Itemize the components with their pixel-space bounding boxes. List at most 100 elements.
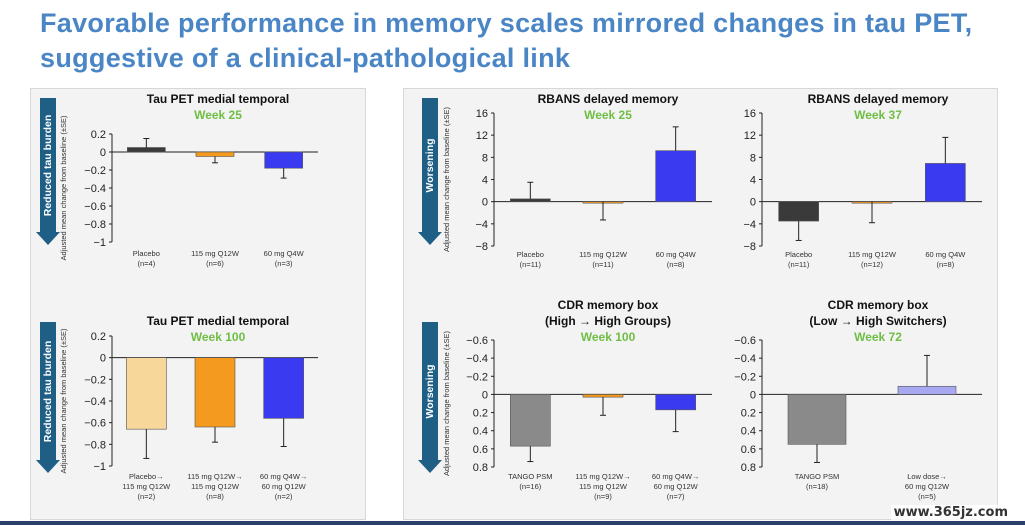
bar	[787, 394, 847, 445]
y-tick-label: 0.4	[741, 426, 756, 438]
y-tick-label: −0.2	[84, 165, 106, 177]
y-tick-label: 16	[744, 108, 756, 120]
y-tick-label: −0.4	[734, 353, 756, 365]
y-tick-label: 0	[100, 147, 106, 159]
chart-title: CDR memory box	[828, 298, 929, 312]
category-label: (n=4)	[137, 259, 155, 268]
y-tick-label: 4	[750, 175, 756, 187]
chart-title: Tau PET medial temporal	[147, 314, 289, 328]
category-label: Placebo	[517, 250, 544, 259]
category-label: 60 mg Q4W→	[260, 472, 308, 481]
y-tick-label: 0	[750, 389, 756, 401]
y-axis-label: Adjusted mean change from baseline (±SE)	[442, 106, 451, 252]
category-label: 60 mg Q4W	[264, 249, 305, 258]
bar	[897, 385, 957, 395]
category-label: 60 mg Q12W	[654, 482, 699, 491]
category-label: Placebo	[133, 249, 160, 258]
y-tick-label: 12	[476, 130, 488, 142]
y-tick-label: 0	[100, 353, 106, 365]
y-tick-label: 0.2	[473, 408, 488, 420]
category-label: 115 mg Q12W→	[187, 472, 242, 481]
bar	[126, 357, 167, 430]
y-tick-label: −0.6	[734, 335, 756, 347]
category-label: 115 mg Q12W→	[575, 472, 630, 481]
y-tick-label: −0.4	[84, 183, 106, 195]
y-tick-label: −8	[743, 241, 756, 253]
y-tick-label: −0.4	[466, 353, 488, 365]
chart-subtitle: (Low → High Switchers)	[809, 314, 946, 328]
chart-week-label: Week 100	[191, 330, 246, 344]
y-tick-label: −0.2	[466, 371, 488, 383]
category-label: (n=12)	[861, 260, 883, 269]
category-label: Placebo→	[129, 472, 164, 481]
y-tick-label: 0.6	[473, 444, 488, 456]
category-label: TANGO PSM	[508, 472, 552, 481]
chart-week-label: Week 100	[581, 330, 636, 344]
category-label: (n=7)	[667, 492, 685, 501]
chart-week-label: Week 25	[194, 108, 242, 122]
category-label: 60 mg Q4W	[656, 250, 697, 259]
category-label: (n=11)	[788, 260, 810, 269]
category-label: (n=18)	[806, 482, 828, 491]
category-label: 115 mg Q12W	[848, 250, 897, 259]
chart-subtitle: (High → High Groups)	[545, 314, 671, 328]
y-tick-label: 0	[482, 389, 488, 401]
bar	[510, 394, 551, 447]
y-tick-label: −0.2	[734, 371, 756, 383]
y-tick-label: 8	[750, 152, 756, 164]
category-label: (n=3)	[275, 259, 293, 268]
y-tick-label: −4	[743, 219, 756, 231]
y-tick-label: 0	[750, 197, 756, 209]
category-label: (n=2)	[137, 492, 155, 501]
category-label: (n=11)	[520, 260, 542, 269]
y-tick-label: 0.2	[91, 129, 106, 141]
y-tick-label: 0.4	[473, 426, 488, 438]
y-axis-label: Adjusted mean change from baseline (±SE)	[59, 115, 68, 261]
category-label: (n=16)	[519, 482, 541, 491]
bar	[194, 357, 236, 428]
clinical-scales-panel	[403, 88, 998, 520]
y-tick-label: 0.2	[91, 331, 106, 343]
category-label: 60 mg Q4W→	[652, 472, 700, 481]
y-tick-label: 0.8	[741, 462, 756, 474]
chart-title: CDR memory box	[558, 298, 659, 312]
category-label: 60 mg Q12W	[905, 482, 950, 491]
bottom-rule	[0, 521, 1025, 525]
y-axis-label: Adjusted mean change from baseline (±SE)	[442, 330, 451, 476]
category-label: 115 mg Q12W	[579, 250, 628, 259]
y-tick-label: −4	[475, 219, 488, 231]
category-label: (n=9)	[594, 492, 612, 501]
category-label: (n=11)	[592, 260, 614, 269]
slide-title: Favorable performance in memory scales m…	[40, 8, 973, 73]
y-tick-label: −8	[475, 241, 488, 253]
y-tick-label: 0.8	[473, 462, 488, 474]
y-tick-label: −0.6	[84, 201, 106, 213]
category-label: TANGO PSM	[795, 472, 839, 481]
y-tick-label: 0.6	[741, 444, 756, 456]
chart-title: Tau PET medial temporal	[147, 92, 289, 106]
y-tick-label: 12	[744, 130, 756, 142]
watermark: www.365jz.com	[890, 505, 1011, 520]
bar	[655, 394, 696, 411]
chart-week-label: Week 37	[854, 108, 902, 122]
category-label: 115 mg Q12W	[191, 249, 240, 258]
y-tick-label: −0.8	[84, 219, 106, 231]
y-tick-label: −0.6	[84, 418, 106, 430]
y-tick-label: 16	[476, 108, 488, 120]
category-label: (n=8)	[667, 260, 685, 269]
category-label: (n=8)	[206, 492, 224, 501]
y-tick-label: 0	[482, 197, 488, 209]
chart-title: RBANS delayed memory	[538, 92, 679, 106]
category-label: 115 mg Q12W	[579, 482, 628, 491]
y-tick-label: 4	[482, 175, 488, 187]
category-label: (n=5)	[918, 492, 936, 501]
chart-title: RBANS delayed memory	[808, 92, 949, 106]
category-label: 115 mg Q12W	[122, 482, 171, 491]
category-label: (n=8)	[936, 260, 954, 269]
